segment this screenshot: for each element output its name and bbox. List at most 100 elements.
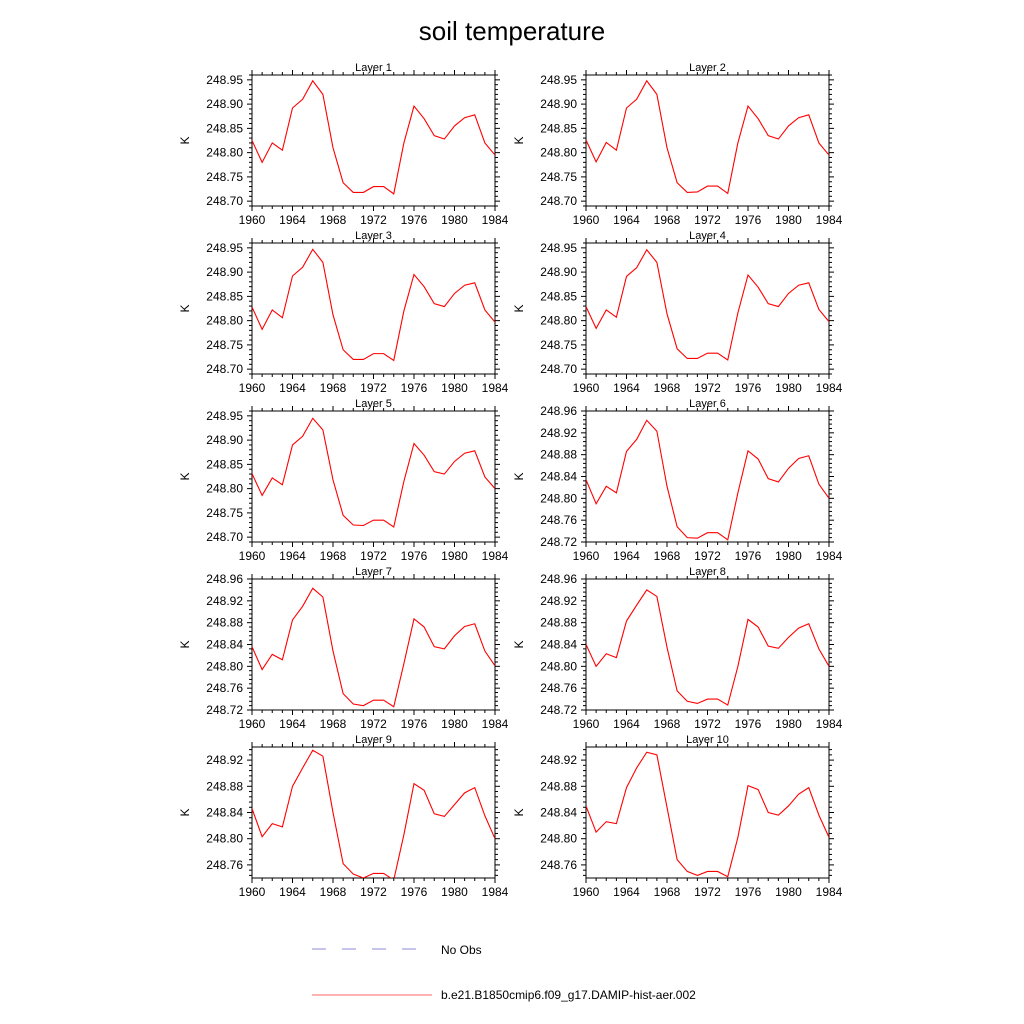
panel-layer-6: Layer 6 1960 1964 1968 1972 1976 1980 1984 248.7… (512, 398, 843, 563)
x-tick-label: 1960 (573, 885, 600, 899)
x-tick-label: 1968 (654, 213, 681, 227)
y-tick-label: 248.70 (206, 194, 243, 208)
x-tick-label: 1984 (482, 549, 509, 563)
plot-frame (251, 578, 496, 711)
x-tick-label: 1980 (441, 717, 468, 731)
figure-title: soil temperature (419, 16, 605, 46)
x-tick-label: 1984 (816, 381, 843, 395)
y-tick-label: 248.70 (540, 362, 577, 376)
x-tick-label: 1980 (441, 213, 468, 227)
y-tick-label: 248.80 (540, 314, 577, 328)
y-tick-label: 248.80 (206, 146, 243, 160)
plot-frame (585, 410, 830, 543)
x-tick-label: 1972 (694, 213, 721, 227)
y-tick-label: 248.85 (206, 289, 243, 303)
y-tick-label: 248.85 (540, 121, 577, 135)
x-tick-label: 1968 (320, 885, 347, 899)
y-axis-label: K (178, 304, 192, 312)
series-line-1 (586, 419, 829, 541)
x-tick-label: 1984 (482, 213, 509, 227)
x-tick-label: 1972 (360, 549, 387, 563)
y-axis-label: K (178, 136, 192, 144)
x-tick-label: 1976 (735, 885, 762, 899)
y-tick-label: 248.72 (540, 703, 577, 717)
series-line-1 (252, 248, 495, 362)
y-tick-label: 248.96 (206, 572, 243, 586)
y-tick-label: 248.75 (206, 338, 243, 352)
x-tick-label: 1972 (694, 549, 721, 563)
plot-frame (251, 242, 496, 375)
x-tick-label: 1964 (613, 381, 640, 395)
x-tick-label: 1964 (279, 717, 306, 731)
x-tick-label: 1976 (735, 213, 762, 227)
y-tick-label: 248.84 (540, 470, 577, 484)
y-tick-label: 248.90 (206, 265, 243, 279)
y-tick-label: 248.84 (540, 638, 577, 652)
y-tick-label: 248.70 (540, 194, 577, 208)
y-tick-label: 248.88 (540, 616, 577, 630)
legend: No Obs b.e21.B1850cmip6.f09_g17.DAMIP-hi… (312, 943, 696, 1002)
x-tick-label: 1984 (816, 213, 843, 227)
panel-title: Layer 1 (355, 62, 392, 74)
x-tick-label: 1960 (239, 213, 266, 227)
series-line-1 (586, 79, 829, 195)
x-tick-label: 1976 (401, 885, 428, 899)
panel-title: Layer 3 (355, 230, 392, 242)
x-tick-label: 1980 (775, 717, 802, 731)
x-tick-label: 1984 (816, 885, 843, 899)
x-tick-label: 1976 (401, 213, 428, 227)
x-tick-label: 1980 (775, 549, 802, 563)
x-tick-label: 1968 (320, 717, 347, 731)
panel-layer-3: Layer 3 1960 1964 1968 1972 1976 1980 1984 248.7… (178, 230, 509, 395)
x-tick-label: 1960 (573, 381, 600, 395)
legend-no-obs-label: No Obs (441, 943, 482, 957)
y-tick-label: 248.76 (540, 681, 577, 695)
series-line-1 (252, 749, 495, 878)
x-tick-label: 1972 (360, 213, 387, 227)
panel-title: Layer 5 (355, 398, 392, 410)
x-tick-label: 1984 (816, 717, 843, 731)
y-tick-label: 248.95 (540, 73, 577, 87)
panel-layer-9: Layer 9 1960 1964 1968 1972 1976 1980 1984 248.7… (178, 734, 509, 899)
y-tick-label: 248.85 (206, 121, 243, 135)
y-axis-label: K (512, 472, 526, 480)
y-tick-label: 248.80 (540, 659, 577, 673)
y-tick-label: 248.95 (540, 241, 577, 255)
series-line-1 (586, 248, 829, 361)
panel-layer-1: Layer 1 1960 1964 1968 1972 1976 1980 1984 248.7… (178, 62, 509, 227)
y-tick-label: 248.96 (540, 572, 577, 586)
y-tick-label: 248.80 (206, 314, 243, 328)
x-tick-label: 1964 (279, 213, 306, 227)
x-tick-label: 1968 (654, 885, 681, 899)
x-tick-label: 1984 (482, 717, 509, 731)
y-tick-label: 248.88 (540, 779, 577, 793)
plot-frame (251, 746, 496, 879)
x-tick-label: 1968 (320, 381, 347, 395)
y-axis-label: K (178, 808, 192, 816)
y-tick-label: 248.76 (206, 681, 243, 695)
x-tick-label: 1964 (613, 549, 640, 563)
x-tick-label: 1964 (279, 885, 306, 899)
y-tick-label: 248.92 (206, 753, 243, 767)
x-tick-label: 1960 (573, 717, 600, 731)
panel-layer-8: Layer 8 1960 1964 1968 1972 1976 1980 1984 248.7… (512, 566, 843, 731)
y-tick-label: 248.75 (540, 170, 577, 184)
y-axis-label: K (512, 304, 526, 312)
y-tick-label: 248.90 (540, 265, 577, 279)
x-tick-label: 1980 (441, 549, 468, 563)
x-tick-label: 1968 (320, 549, 347, 563)
y-tick-label: 248.92 (540, 426, 577, 440)
x-tick-label: 1976 (735, 717, 762, 731)
y-tick-label: 248.90 (540, 97, 577, 111)
x-tick-label: 1964 (613, 213, 640, 227)
y-tick-label: 248.76 (540, 513, 577, 527)
panel-title: Layer 4 (689, 230, 726, 242)
x-tick-label: 1972 (694, 717, 721, 731)
x-tick-label: 1960 (239, 381, 266, 395)
y-tick-label: 248.88 (206, 779, 243, 793)
series-line-1 (586, 589, 829, 706)
y-axis-label: K (178, 472, 192, 480)
y-tick-label: 248.80 (540, 491, 577, 505)
panel-grid: Layer 1 1960 1964 1968 1972 1976 1980 1984 248.7… (178, 62, 843, 899)
x-tick-label: 1960 (239, 885, 266, 899)
